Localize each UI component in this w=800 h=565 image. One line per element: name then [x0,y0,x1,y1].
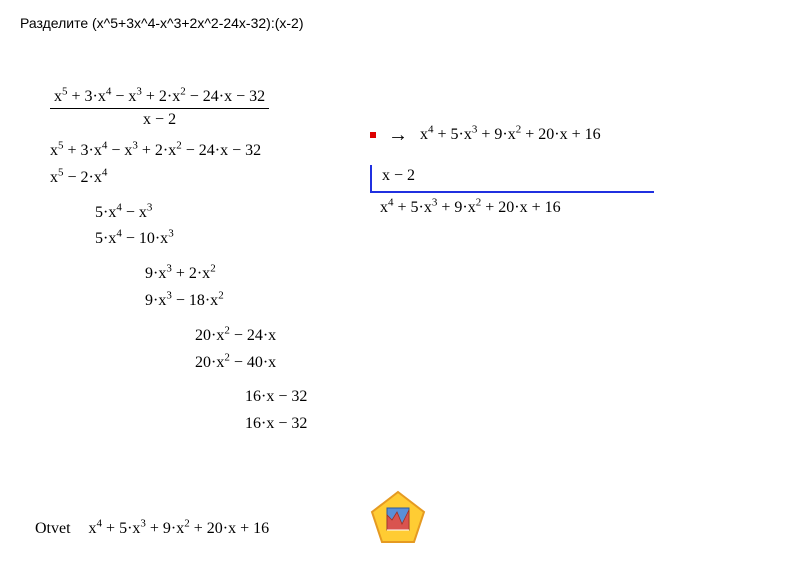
red-marker-icon [370,132,376,138]
long-division-row: x5 − 2·x4 [50,168,307,189]
division-result-block: → x4 + 5·x3 + 9·x2 + 20·x + 16 x − 2 x4 … [370,125,654,217]
long-division-row: 16·x − 32 [50,387,307,408]
long-division-row: 20·x2 − 24·x [50,326,307,347]
answer-row: Otvet x4 + 5·x3 + 9·x2 + 20·x + 16 [35,520,269,538]
fraction-numerator: x5 + 3·x4 − x3 + 2·x2 − 24·x − 32 [50,88,269,109]
quotient: x4 + 5·x3 + 9·x2 + 20·x + 16 [370,199,654,217]
fraction: x5 + 3·x4 − x3 + 2·x2 − 24·x − 32 x − 2 [50,88,307,129]
long-division-row: 9·x3 + 2·x2 [50,264,307,285]
answer-expression: x4 + 5·x3 + 9·x2 + 20·x + 16 [89,520,270,538]
pentagon-logo-icon [370,490,426,546]
divisor-box: x − 2 [370,165,423,193]
long-division-row: x5 + 3·x4 − x3 + 2·x2 − 24·x − 32 [50,141,307,162]
division-line [419,191,654,193]
long-division-row: 5·x4 − 10·x3 [50,229,307,250]
arrow-icon: → [388,125,408,145]
long-division-row: 20·x2 − 40·x [50,353,307,374]
long-division-row: 5·x4 − x3 [50,203,307,224]
answer-label: Otvet [35,520,71,538]
arrow-result: x4 + 5·x3 + 9·x2 + 20·x + 16 [420,126,601,144]
page-title: Разделите (x^5+3x^4-x^3+2x^2-24x-32):(x-… [20,15,780,31]
long-division-row: 16·x − 32 [50,414,307,435]
long-division-row: 9·x3 − 18·x2 [50,291,307,312]
long-division-block: x5 + 3·x4 − x3 + 2·x2 − 24·x − 32 x − 2 … [50,88,307,435]
fraction-denominator: x − 2 [50,109,269,129]
